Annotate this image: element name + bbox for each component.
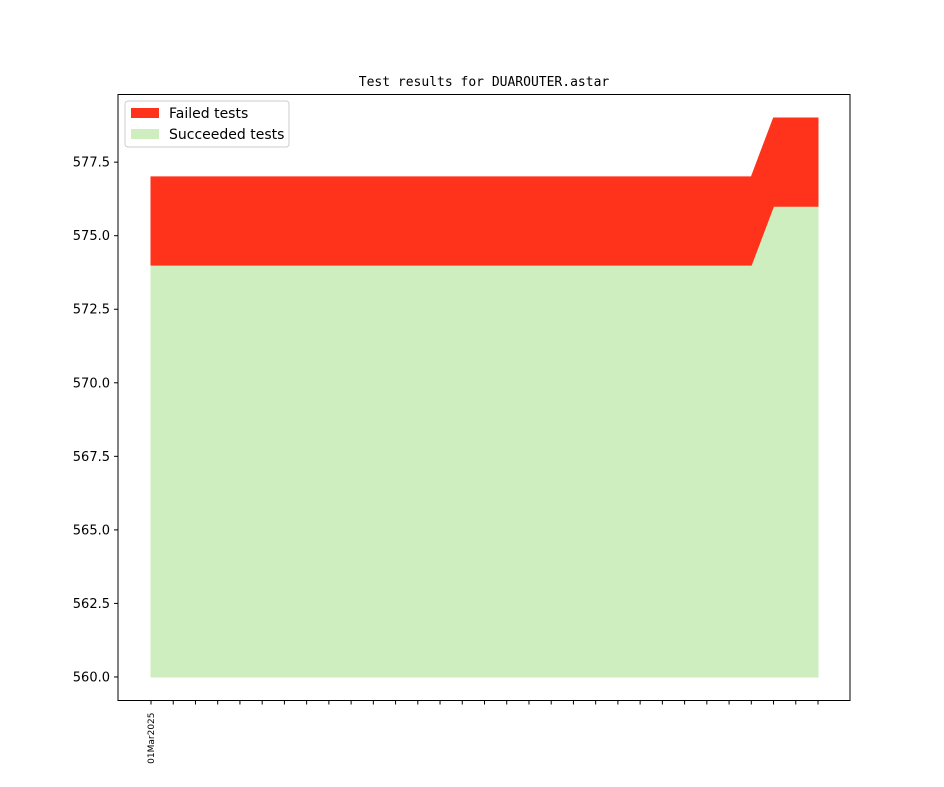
area-succeeded-tests xyxy=(150,205,819,678)
y-axis: 560.0 562.5 565.0 567.5 570.0 572.5 575.0 577.5 xyxy=(73,156,118,685)
legend-label-failed: Failed tests xyxy=(169,106,248,122)
y-tick-label: 575.0 xyxy=(73,229,110,244)
y-tick-label: 562.5 xyxy=(73,597,110,612)
y-tick-label: 570.0 xyxy=(73,376,110,391)
x-tick-label: 01Mar2025 xyxy=(147,713,157,764)
legend-label-succeeded: Succeeded tests xyxy=(169,127,284,143)
legend-frame xyxy=(124,100,290,148)
area-failed-tests xyxy=(150,117,819,266)
legend-swatch-failed xyxy=(131,108,159,118)
chart-title: Test results for DUAROUTER.astar xyxy=(359,75,610,90)
y-tick-label: 560.0 xyxy=(73,670,110,685)
y-tick-label: 565.0 xyxy=(73,523,110,538)
y-tick-label: 567.5 xyxy=(73,450,110,465)
plot-areas xyxy=(150,117,819,678)
x-axis: 01Mar2025 xyxy=(147,700,819,764)
y-tick-label: 577.5 xyxy=(73,156,110,171)
legend-swatch-succeeded xyxy=(131,129,159,139)
y-tick-label: 572.5 xyxy=(73,303,110,318)
legend: Failed tests Succeeded tests xyxy=(124,100,290,148)
